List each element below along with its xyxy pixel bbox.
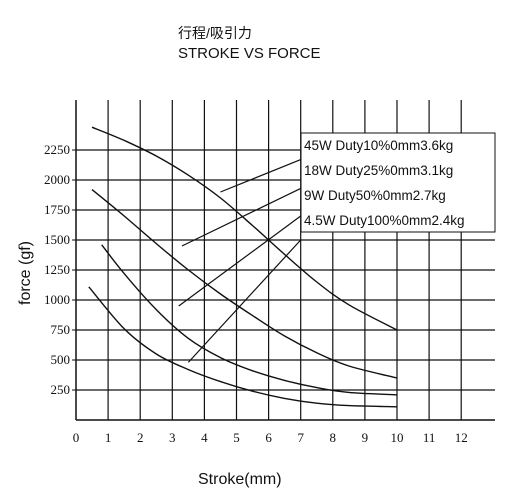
x-tick-label: 4 [201,430,208,445]
x-tick-label: 2 [137,430,144,445]
y-tick-label: 1000 [44,292,70,307]
x-tick-label: 9 [362,430,369,445]
legend-entry-4-5w: 4.5W Duty100%0mm2.4kg [304,213,465,228]
x-tick-label: 6 [265,430,272,445]
leader-line-1 [181,187,301,247]
y-tick-label: 250 [51,382,71,397]
y-tick-label: 1500 [44,232,70,247]
series-line-0 [91,126,398,331]
leader-line-3 [187,239,302,363]
x-tick-label: 5 [233,430,240,445]
y-axis-label: force (gf) [17,241,34,305]
x-tick-label: 11 [423,430,436,445]
y-tick-label: 2000 [44,172,70,187]
y-tick-label: 1250 [44,262,70,277]
x-tick-label: 7 [297,430,304,445]
leader-line-2 [178,215,302,307]
leader-line-0 [220,159,301,193]
series-lines [88,126,398,408]
x-tick-label: 0 [73,430,80,445]
x-axis-label: Stroke(mm) [198,471,282,488]
y-tick-label: 2250 [44,142,70,157]
y-tick-labels: 250 500 750 1000 1250 1500 1750 2000 2250 [44,142,70,397]
chart-subtitle: STROKE VS FORCE [178,45,321,62]
x-tick-label: 3 [169,430,176,445]
x-tick-label: 10 [391,430,404,445]
legend-leader-lines [178,159,302,363]
legend-entry-45w: 45W Duty10%0mm3.6kg [304,138,453,153]
x-tick-label: 1 [105,430,112,445]
y-tick-label: 1750 [44,202,70,217]
x-tick-label: 12 [455,430,468,445]
y-tick-label: 500 [51,352,71,367]
axes [72,100,495,421]
chart-title: 行程/吸引力 [178,25,252,41]
y-tick-label: 750 [51,322,71,337]
legend-entry-9w: 9W Duty50%0mm2.7kg [304,188,446,203]
x-tick-label: 8 [330,430,337,445]
legend-box: 45W Duty10%0mm3.6kg 18W Duty25%0mm3.1kg … [300,132,496,233]
series-line-2 [101,244,398,396]
legend-background [300,132,496,233]
legend-entry-18w: 18W Duty25%0mm3.1kg [304,163,453,178]
series-line-1 [91,189,398,379]
series-line-3 [88,286,398,408]
x-tick-labels: 0 1 2 3 4 5 6 7 8 9 10 11 12 [73,430,468,445]
